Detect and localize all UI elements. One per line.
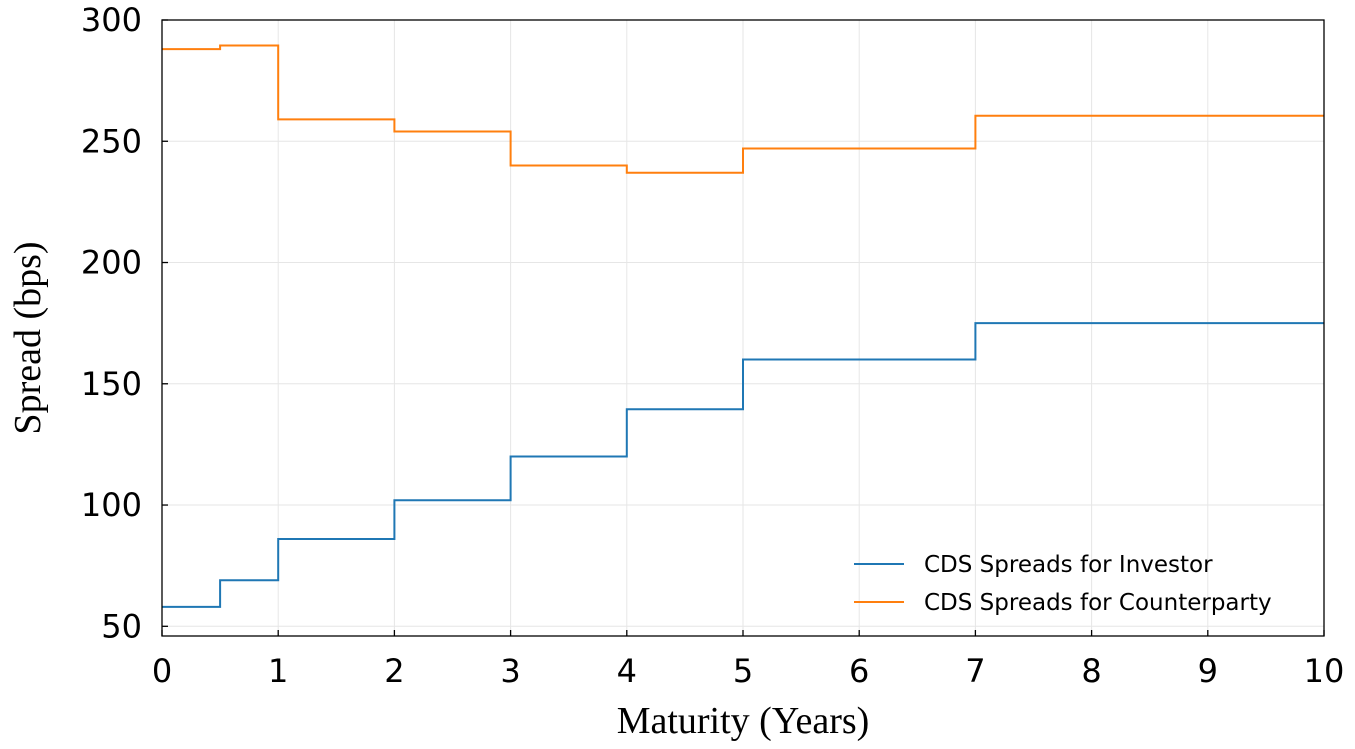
series-line-1 (162, 44, 1324, 174)
x-tick-label: 2 (384, 652, 404, 690)
legend-label-0: CDS Spreads for Investor (924, 552, 1213, 578)
y-tick-label: 150 (81, 365, 142, 403)
x-axis-title: Maturity (Years) (617, 700, 870, 742)
x-tick-label: 4 (617, 652, 637, 690)
legend: CDS Spreads for Investor CDS Spreads for … (854, 552, 1272, 616)
x-tick-labels: 0 1 2 3 4 5 6 7 8 9 10 (152, 652, 1345, 690)
y-axis-title: Spread (bps) (7, 241, 49, 434)
grid (161, 19, 1325, 636)
axis-ticks (161, 19, 1325, 636)
x-tick-label: 8 (1081, 652, 1101, 690)
legend-label-1: CDS Spreads for Counterparty (924, 590, 1272, 616)
y-tick-label: 250 (81, 122, 142, 160)
y-tick-label: 100 (81, 486, 142, 524)
x-tick-label: 0 (152, 652, 172, 690)
x-tick-label: 5 (733, 652, 753, 690)
x-tick-label: 6 (849, 652, 869, 690)
series-lines (162, 44, 1324, 608)
y-tick-label: 50 (101, 607, 142, 645)
x-tick-label: 9 (1198, 652, 1218, 690)
y-tick-label: 200 (81, 244, 142, 282)
x-tick-label: 1 (268, 652, 288, 690)
x-tick-label: 10 (1304, 652, 1345, 690)
y-tick-label: 300 (81, 1, 142, 39)
x-tick-label: 7 (965, 652, 985, 690)
x-tick-label: 3 (500, 652, 520, 690)
y-tick-labels: 50 100 150 200 250 300 (81, 1, 142, 645)
series-line-0 (162, 322, 1324, 608)
